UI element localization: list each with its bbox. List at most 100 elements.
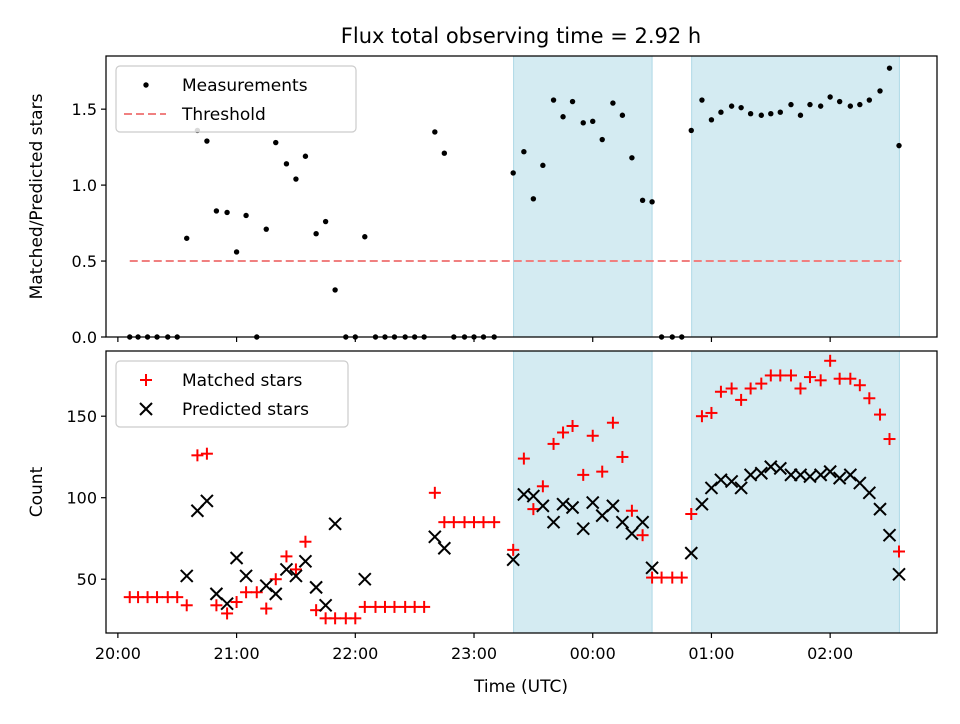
measurement-point [699,97,705,103]
measurement-point [896,142,902,149]
plot-marks [123,354,906,625]
predicted-star-point [724,474,739,489]
predicted-star-point [318,598,333,612]
predicted-star-point [586,495,600,510]
matched-star-point [358,600,371,613]
predicted-star-point [309,580,323,595]
predicted-star-point [536,499,550,513]
measurement-point [708,117,715,123]
measurement-point [747,111,754,117]
shaded-interval-0 [513,55,653,338]
matched-star-point [507,543,520,556]
x-tick-label: 01:00 [688,644,734,663]
matched-star-point [794,382,807,395]
matched-star-point [191,449,204,462]
measurement-point [283,161,290,167]
legend-entry: Measurements [143,76,308,96]
predicted-star-point [773,461,788,476]
legend-label: Measurements [182,76,308,96]
predicted-star-point [328,517,342,531]
measurement-point [758,112,765,118]
predicted-star-point [546,515,561,529]
legend: Measurements Threshold [115,65,357,133]
predicted-star-point [882,528,897,542]
measurement-point [857,101,863,108]
predicted-star-point [565,500,580,515]
matched-star-point [616,450,629,463]
chart-title: Flux total observing time = 2.92 h [341,24,701,48]
measurement-point [184,235,190,241]
matched-star-point [586,429,599,442]
measurement-point [877,88,883,94]
measurement-point [569,98,576,105]
matched-star-point [289,563,302,576]
predicted-star-point [229,551,244,565]
predicted-star-point [269,587,283,601]
measurement-point [322,218,329,225]
measurement-point [807,101,813,108]
predicted-star-point [695,497,709,511]
shaded-interval-0 [513,350,653,634]
matched-star-point [655,571,668,584]
predicted-star-point [625,526,639,541]
predicted-star-point [684,546,698,560]
matched-star-point [625,504,638,517]
x-tick-label: 00:00 [570,644,616,663]
matched-star-point [874,408,887,421]
predicted-star-point [714,473,728,487]
matched-star-point [833,372,846,385]
measurement-point [441,150,448,156]
predicted-star-point [239,569,253,583]
matched-star-point [269,573,282,586]
matched-star-point [299,535,312,548]
measurement-point [432,129,438,135]
measurement-point [688,127,694,134]
matched-star-point [200,447,213,460]
matched-star-point [893,545,906,558]
y-axis-ticks: 50 100 150 [66,407,106,589]
x-tick-label: 23:00 [451,644,497,663]
measurement-point [847,103,854,109]
counts-panel: 50 100 150 20:00 21:00 22:00 23:00 00:00 01:00 0… [27,350,938,663]
matched-star-point [240,586,253,599]
measurement-point [510,170,516,176]
measurement-point [313,231,319,237]
matched-star-point [755,377,768,390]
matched-star-point [447,516,460,529]
legend-entry: Predicted stars [139,400,309,420]
matched-star-point [557,426,570,439]
measurement-point [233,249,240,255]
matched-star-point [803,371,816,384]
matched-star-point [388,600,401,613]
predicted-star-point [506,552,520,567]
predicted-star-point [734,481,748,495]
predicted-star-point [873,502,887,516]
predicted-star-point [556,497,570,511]
predicted-star-point [606,499,620,513]
measurement-point [243,212,249,219]
legend-entry: Threshold [124,105,266,125]
predicted-star-point [803,469,817,484]
matched-star-point [853,379,866,392]
measurement-point [827,94,833,100]
matched-star-point [685,508,698,521]
predicted-star-point [813,468,828,482]
predicted-star-point [437,541,452,555]
predicted-star-point [754,466,769,480]
legend-box [115,65,357,133]
matched-star-point [428,486,441,499]
measurement-point [639,197,646,203]
measurement-point [649,199,655,205]
measurement-point [718,109,724,115]
y-axis-label: Matched/Predicted stars [27,93,47,299]
y-tick-label: 0.0 [72,328,97,347]
measurement-point [610,100,616,106]
matched-star-point [517,452,530,465]
matched-star-point [566,419,579,432]
predicted-star-point [784,468,798,482]
measurement-point [332,287,338,293]
predicted-star-point [279,562,294,577]
matched-star-point [151,591,164,604]
predicted-star-point [892,567,906,582]
predicted-star-point [209,587,224,601]
